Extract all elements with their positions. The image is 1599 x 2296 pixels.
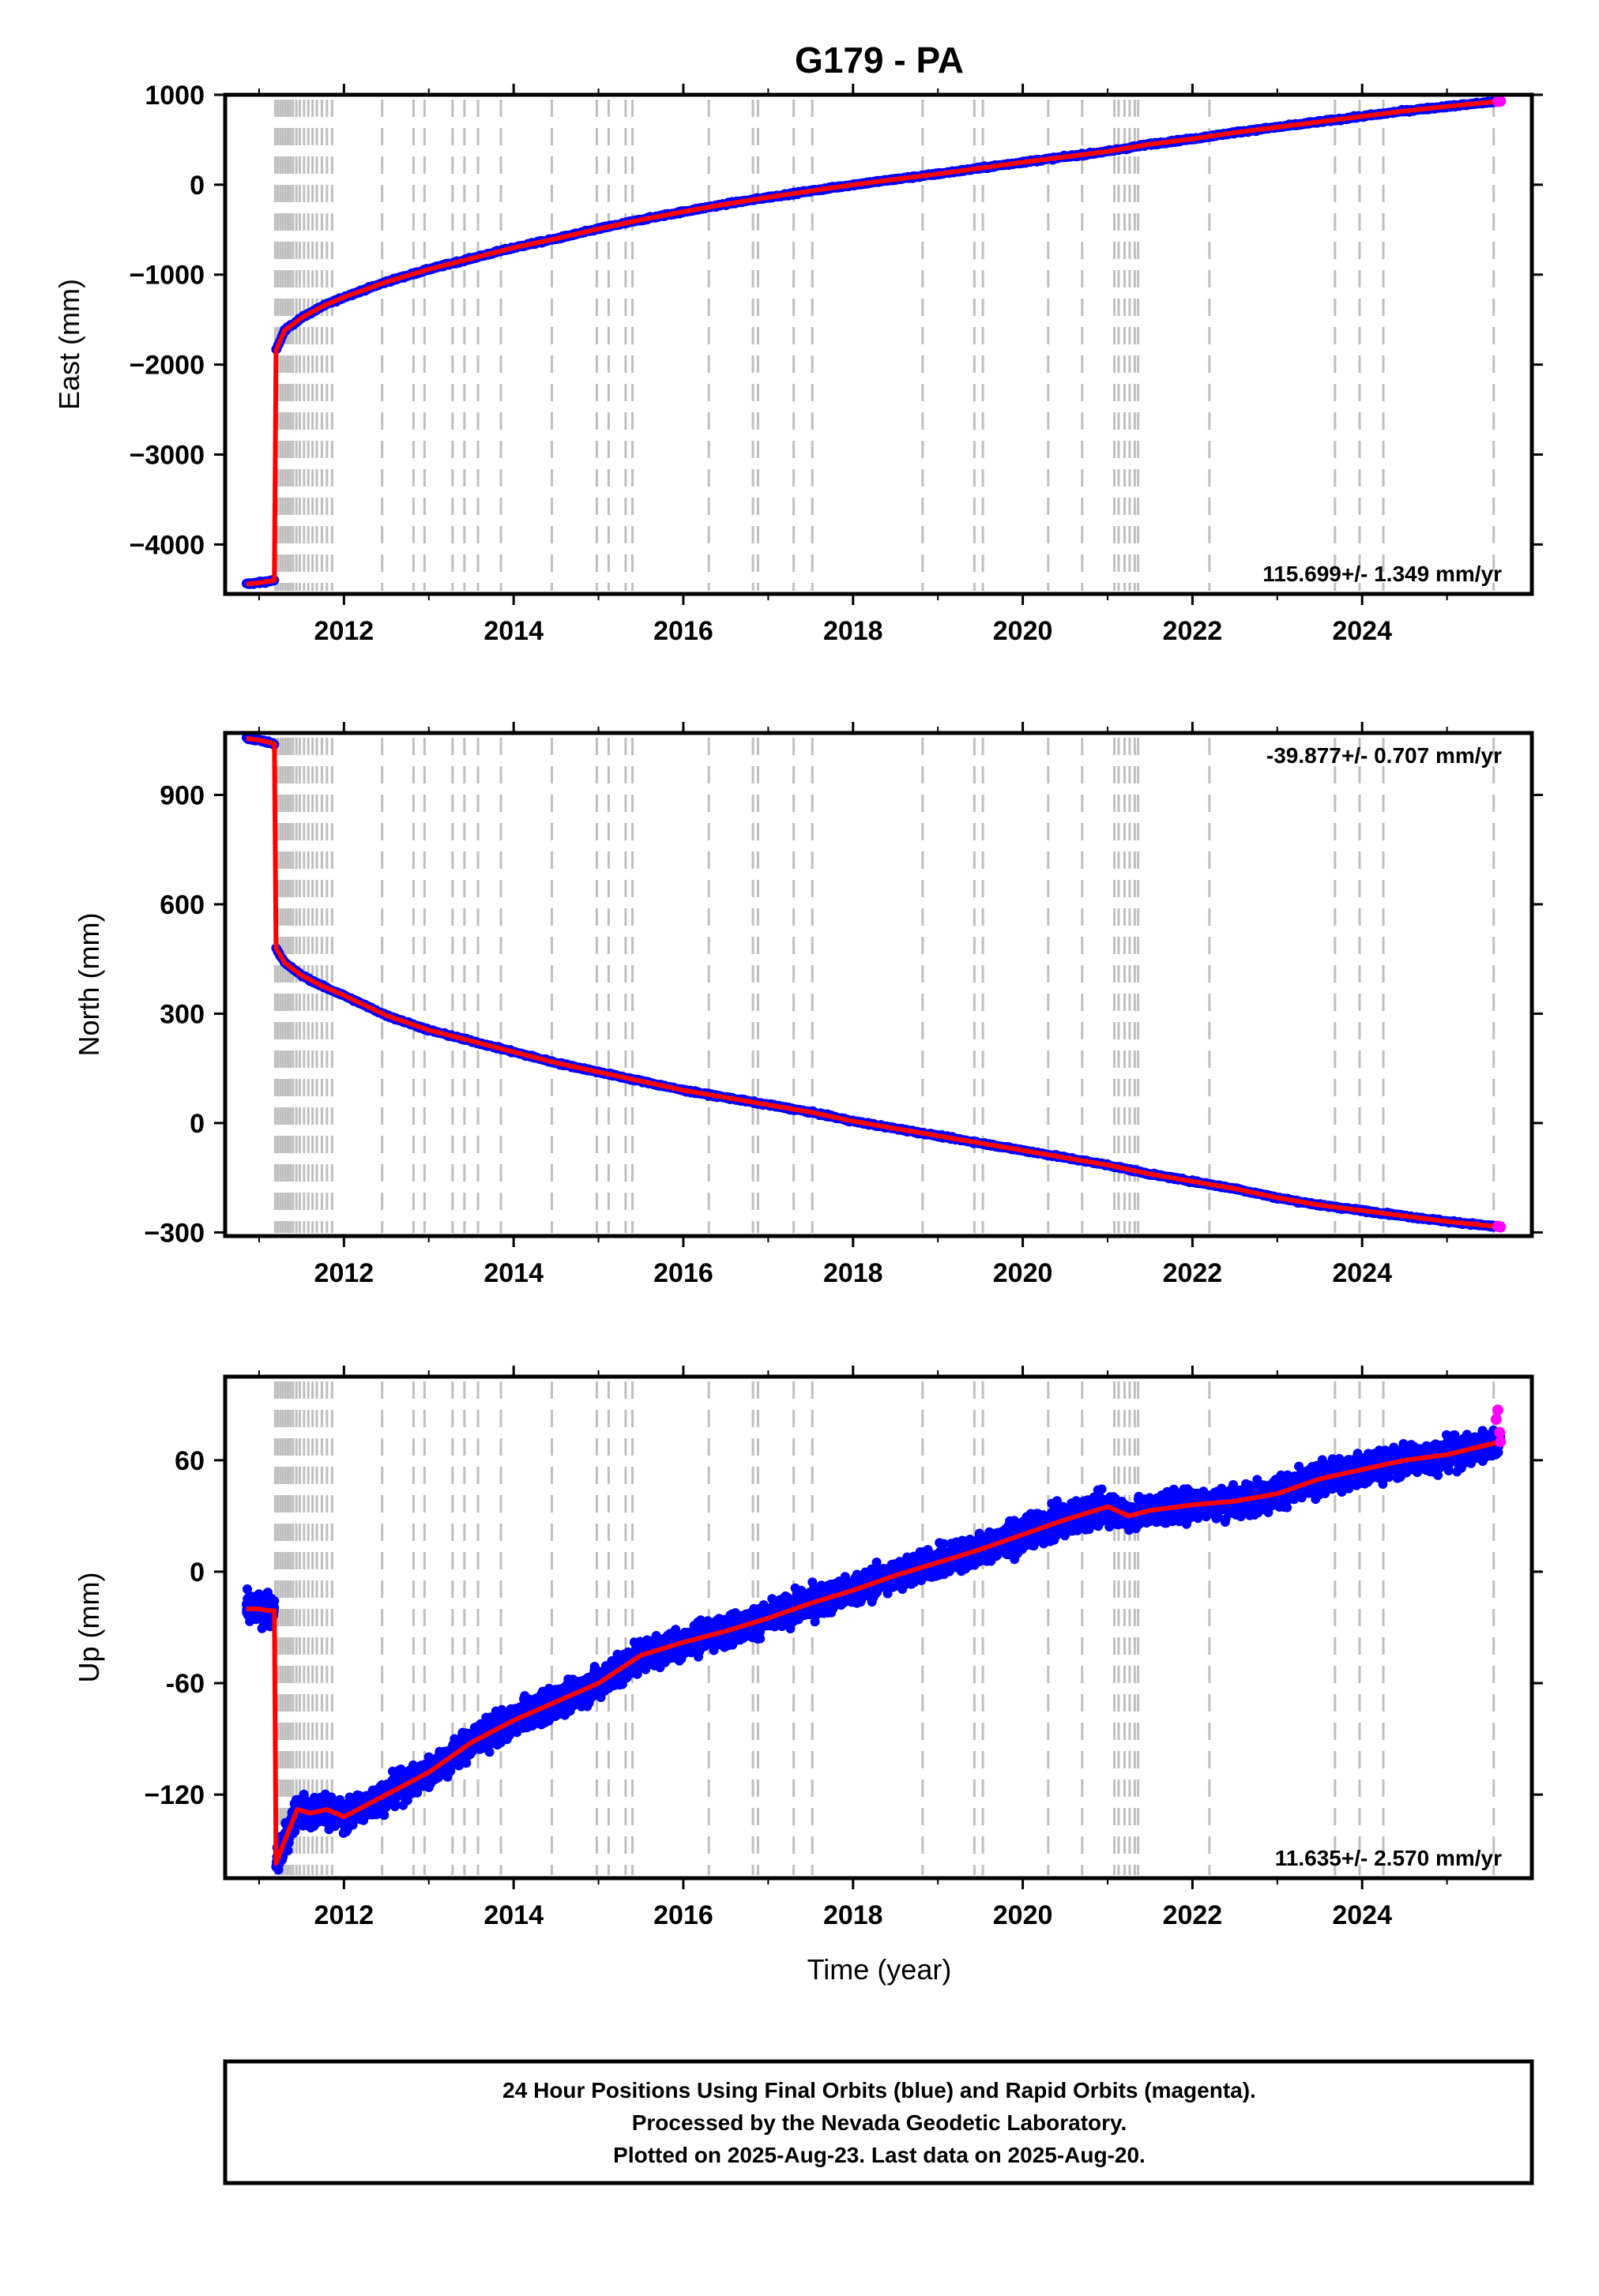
x-tick-label: 2024 (1332, 1900, 1392, 1930)
chart-title: G179 - PA (795, 39, 964, 81)
x-tick-label: 2020 (993, 616, 1053, 646)
data-point (269, 1596, 279, 1606)
y-tick-label: 0 (190, 1558, 205, 1588)
y-tick-label: 0 (190, 171, 205, 201)
y-tick-label: −1000 (130, 261, 205, 291)
y-axis-label: Up (mm) (73, 1573, 105, 1683)
x-tick-label: 2012 (314, 1258, 374, 1288)
x-tick-label: 2016 (653, 1900, 713, 1930)
x-tick-label: 2022 (1163, 1258, 1223, 1288)
y-tick-label: −4000 (130, 530, 205, 560)
x-tick-label: 2014 (483, 1258, 544, 1288)
x-tick-label: 2014 (483, 616, 544, 646)
rapid-point (1495, 1222, 1506, 1233)
x-tick-label: 2012 (314, 1900, 374, 1930)
y-tick-label: 60 (175, 1446, 205, 1476)
x-tick-label: 2020 (993, 1258, 1053, 1288)
velocity-label: 115.699+/- 1.349 mm/yr (1262, 562, 1502, 586)
x-tick-label: 2012 (314, 616, 374, 646)
x-tick-label: 2018 (823, 1900, 883, 1930)
x-tick-label: 2014 (483, 1900, 544, 1930)
x-tick-label: 2024 (1332, 616, 1392, 646)
y-tick-label: 0 (190, 1109, 205, 1139)
x-tick-label: 2018 (823, 616, 883, 646)
x-tick-label: 2016 (653, 1258, 713, 1288)
x-tick-label: 2016 (653, 616, 713, 646)
model-line (246, 101, 1500, 584)
y-tick-label: −300 (144, 1218, 205, 1248)
y-tick-label: 900 (160, 780, 205, 810)
y-tick-label: 600 (160, 890, 205, 920)
x-tick-label: 2022 (1163, 1900, 1223, 1930)
x-tick-label: 2018 (823, 1258, 883, 1288)
model-line (246, 738, 1500, 1227)
y-tick-label: -60 (166, 1669, 205, 1699)
y-tick-label: 300 (160, 999, 205, 1029)
y-axis-label: North (mm) (73, 913, 105, 1057)
y-tick-label: −2000 (130, 351, 205, 381)
up-panel: 60 0 -60 −120 2012 2014 2016 2018 2020 2022 2024 Up… (73, 1366, 1543, 1930)
x-tick-label: 2020 (993, 1900, 1053, 1930)
y-tick-label: −120 (144, 1780, 205, 1810)
velocity-label: -39.877+/- 0.707 mm/yr (1266, 743, 1502, 768)
x-tick-label: 2024 (1332, 1258, 1392, 1288)
east-panel: 1000 0 −1000 −2000 −3000 −4000 2012 2014 2016 201… (53, 81, 1543, 646)
north-panel: 900 600 300 0 −300 2012 2014 2016 2018 2020 2022 20… (73, 722, 1543, 1288)
y-tick-label: 1000 (145, 81, 205, 111)
y-tick-label: −3000 (130, 440, 205, 470)
x-tick-label: 2022 (1163, 616, 1223, 646)
rapid-point (1495, 96, 1506, 107)
y-axis-label: East (mm) (53, 279, 85, 410)
